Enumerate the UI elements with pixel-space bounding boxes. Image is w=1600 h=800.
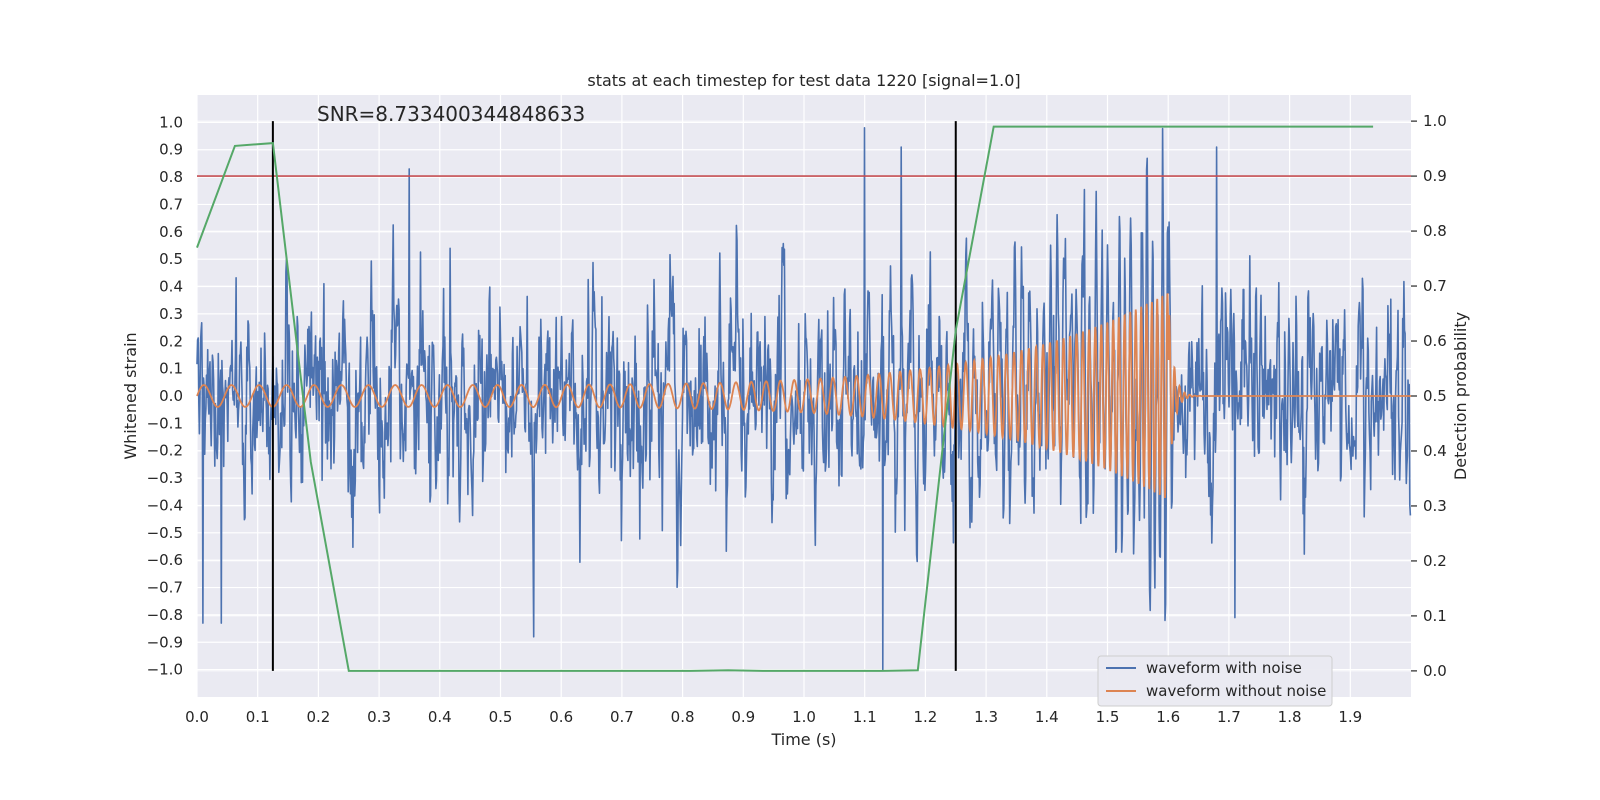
- y-axis-label: Whitened strain: [121, 332, 140, 459]
- series-line-probability: [196, 125, 1374, 672]
- y-tick-label: −0.5: [147, 524, 183, 542]
- x-tick-label: 1.1: [853, 708, 877, 726]
- snr-annotation: SNR=8.733400344848633: [317, 102, 585, 126]
- y-tick-label: −0.8: [147, 606, 183, 624]
- y-tick-label: −1.0: [147, 661, 183, 679]
- y2-tick-label: 0.9: [1423, 167, 1447, 185]
- y2-tick-label: 1.0: [1423, 112, 1447, 130]
- x-tick-label: 0.7: [610, 708, 634, 726]
- x-axis-label: Time (s): [770, 730, 836, 749]
- y2-axis-label: Detection probability: [1451, 312, 1470, 480]
- y-tick-label: 0.0: [159, 387, 183, 405]
- y2-tick-label: 0.8: [1423, 222, 1447, 240]
- x-tick-label: 0.6: [549, 708, 573, 726]
- x-tick-label: 0.2: [306, 708, 330, 726]
- x-tick-label: 0.5: [489, 708, 513, 726]
- x-tick-label: 1.0: [792, 708, 816, 726]
- x-tick-label: 1.9: [1338, 708, 1362, 726]
- y-ticks: 1.0 0.9 0.8 0.7 0.6 0.5 0.4 0.3 0.2 0.1 0.0 −0.1 −0.…: [147, 113, 183, 678]
- y-tick-label: 0.9: [159, 141, 183, 159]
- x-tick-label: 0.0: [185, 708, 209, 726]
- x-tick-label: 0.3: [367, 708, 391, 726]
- y2-tick-label: 0.2: [1423, 552, 1447, 570]
- legend-box: [1097, 655, 1333, 707]
- y2-tick-label: 0.0: [1423, 662, 1447, 680]
- y2-tick-label: 0.5: [1423, 387, 1447, 405]
- y-tick-label: 0.5: [159, 250, 183, 268]
- x-tick-label: 1.2: [913, 708, 937, 726]
- y2-tick-label: 0.7: [1423, 277, 1447, 295]
- series-line-noisy: [196, 127, 1412, 671]
- legend-label-clean: waveform without noise: [1146, 682, 1326, 700]
- y-tick-label: −0.2: [147, 442, 183, 460]
- x-tick-label: 0.9: [731, 708, 755, 726]
- x-tick-label: 0.1: [246, 708, 270, 726]
- legend-label-noisy: waveform with noise: [1146, 659, 1302, 677]
- x-tick-label: 1.4: [1035, 708, 1059, 726]
- x-tick-label: 0.8: [671, 708, 695, 726]
- y2-tick-label: 0.3: [1423, 497, 1447, 515]
- y2-tick-label: 0.4: [1423, 442, 1447, 460]
- series-line-clean: [196, 292, 1411, 499]
- y-tick-label: −0.4: [147, 496, 183, 514]
- y-tick-label: 0.4: [159, 278, 183, 296]
- x-ticks: 0.0 0.1 0.2 0.3 0.4 0.5 0.6 0.7 0.8 0.9 1.0 1.1 1.2 1…: [185, 708, 1362, 726]
- y-tick-label: −0.1: [147, 414, 183, 432]
- legend: waveform with noise waveform without noi…: [1097, 655, 1333, 707]
- y-tick-label: −0.3: [147, 469, 183, 487]
- y2-tick-label: 0.1: [1423, 607, 1447, 625]
- x-tick-label: 1.5: [1096, 708, 1120, 726]
- x-tick-label: 0.4: [428, 708, 452, 726]
- x-tick-label: 1.3: [974, 708, 998, 726]
- y-tick-label: 0.6: [159, 223, 183, 241]
- y-tick-label: 0.2: [159, 332, 183, 350]
- y-tick-label: 0.7: [159, 195, 183, 213]
- y-tick-label: 0.3: [159, 305, 183, 323]
- series-layer: [196, 121, 1412, 672]
- chart-title: stats at each timestep for test data 122…: [587, 71, 1020, 90]
- y-tick-label: 0.1: [159, 360, 183, 378]
- x-tick-label: 1.8: [1278, 708, 1302, 726]
- x-tick-label: 1.7: [1217, 708, 1241, 726]
- y-tick-label: 1.0: [159, 113, 183, 131]
- y-tick-label: 0.8: [159, 168, 183, 186]
- y2-tick-label: 0.6: [1423, 332, 1447, 350]
- y2-ticks: 1.0 0.9 0.8 0.7 0.6 0.5 0.4 0.3 0.2 0.1 0.0: [1411, 112, 1447, 680]
- x-tick-label: 1.6: [1156, 708, 1180, 726]
- y-tick-label: −0.6: [147, 551, 183, 569]
- y-tick-label: −0.9: [147, 633, 183, 651]
- y-tick-label: −0.7: [147, 579, 183, 597]
